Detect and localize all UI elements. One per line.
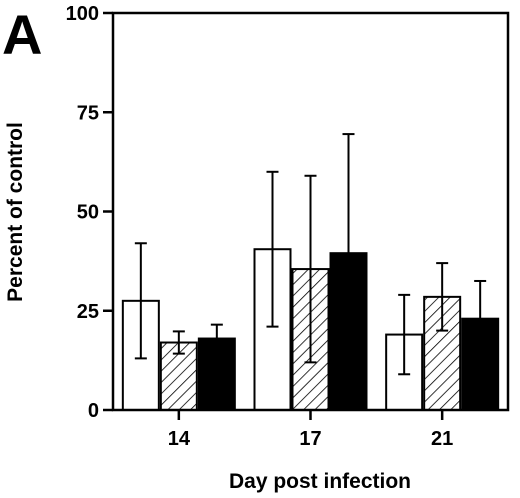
x-axis: 14 17 21 — [168, 410, 453, 450]
x-axis-label: Day post infection — [229, 470, 411, 493]
y-tick-label: 100 — [66, 3, 99, 25]
x-tick-label: 14 — [168, 428, 191, 450]
y-tick-label: 50 — [77, 202, 99, 224]
bar — [197, 337, 236, 412]
y-tick-label: 0 — [88, 400, 99, 422]
y-axis: 0 25 50 75 100 — [66, 3, 113, 422]
x-tick-label: 17 — [299, 428, 321, 450]
y-tick-label: 75 — [77, 102, 99, 124]
y-axis-label: Percent of control — [4, 122, 27, 302]
y-tick-label: 25 — [77, 301, 99, 323]
plot-frame — [111, 11, 510, 412]
bars — [121, 133, 500, 412]
panel-label: A — [2, 3, 42, 66]
x-tick-label: 21 — [431, 428, 453, 450]
